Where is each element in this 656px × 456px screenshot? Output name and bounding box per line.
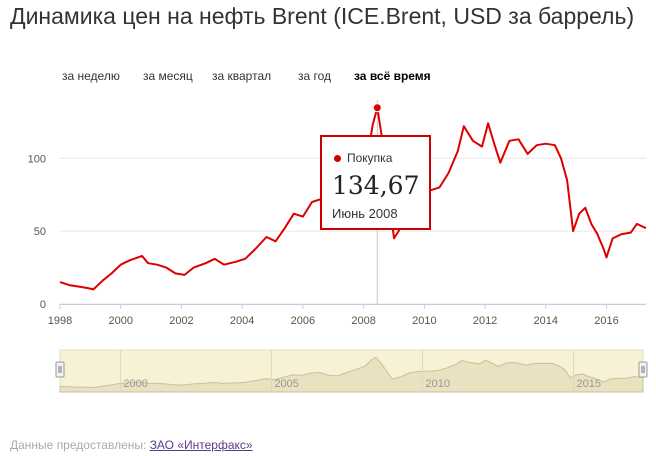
x-tick-label: 2014: [534, 315, 558, 327]
tab-year[interactable]: за год: [298, 69, 332, 83]
tab-week[interactable]: за неделю: [62, 69, 120, 83]
highlight-point: [372, 103, 382, 113]
x-tick-label: 2004: [230, 315, 254, 327]
y-tick-label: 0: [40, 299, 46, 311]
tooltip-date: Июнь 2008: [332, 206, 398, 221]
navigator-label: 2000: [123, 378, 147, 390]
y-tick-label: 100: [28, 153, 46, 165]
navigator-series: [59, 356, 644, 393]
chart-tooltip: Покупка 134,67 Июнь 2008: [320, 135, 431, 230]
navigator-handle-left[interactable]: [55, 361, 65, 378]
tab-month[interactable]: за месяц: [143, 69, 193, 83]
tab-quarter[interactable]: за квартал: [212, 69, 272, 83]
x-tick-label: 2006: [291, 315, 315, 327]
y-tick-label: 50: [34, 226, 46, 238]
x-tick-label: 2000: [108, 315, 132, 327]
series-line-pokupka: [59, 106, 647, 291]
navigator-label: 2015: [577, 378, 601, 390]
tooltip-series-name: Покупка: [347, 151, 393, 165]
tooltip-value: 134,67: [332, 171, 420, 200]
x-tick-label: 2012: [473, 315, 497, 327]
navigator-label: 2010: [425, 378, 449, 390]
x-tick-label: 2010: [412, 315, 436, 327]
source-credit: Данные предоставлены: ЗАО «Интерфакс»: [10, 438, 253, 452]
x-tick-label: 2002: [169, 315, 193, 327]
navigator: 2000 2005 2010 2015: [55, 349, 648, 393]
x-tick-label: 1998: [48, 315, 72, 327]
navigator-handle-right[interactable]: [638, 361, 648, 378]
x-tick-label: 2016: [594, 315, 618, 327]
source-link[interactable]: ЗАО «Интерфакс»: [149, 438, 253, 452]
tab-all-time[interactable]: за всё время: [354, 69, 431, 83]
series-marker-icon: [334, 155, 341, 162]
x-tick-label: 2008: [351, 315, 375, 327]
navigator-label: 2005: [274, 378, 298, 390]
page-title: Динамика цен на нефть Brent (ICE.Brent, …: [10, 3, 635, 29]
source-prefix: Данные предоставлены:: [10, 438, 147, 452]
